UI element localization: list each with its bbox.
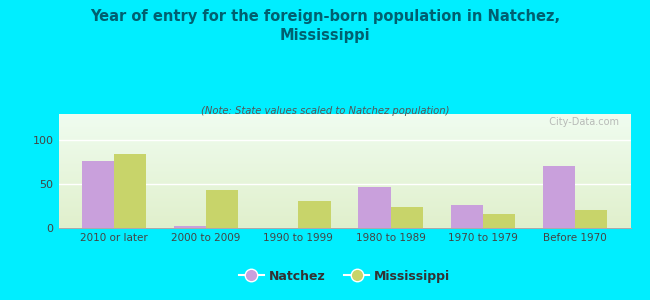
Bar [298, 201, 331, 228]
Text: City-Data.com: City-Data.com [543, 117, 619, 128]
Bar [391, 207, 423, 228]
Bar [450, 205, 483, 228]
Bar [358, 187, 391, 228]
Bar [483, 214, 515, 228]
Text: Year of entry for the foreign-born population in Natchez,
Mississippi: Year of entry for the foreign-born popul… [90, 9, 560, 43]
Bar [174, 226, 206, 228]
Bar [114, 154, 146, 228]
Bar [206, 190, 239, 228]
Bar [543, 166, 575, 228]
Legend: Natchez, Mississippi: Natchez, Mississippi [234, 265, 455, 288]
Text: (Note: State values scaled to Natchez population): (Note: State values scaled to Natchez po… [201, 106, 449, 116]
Bar [81, 161, 114, 228]
Bar [575, 211, 608, 228]
